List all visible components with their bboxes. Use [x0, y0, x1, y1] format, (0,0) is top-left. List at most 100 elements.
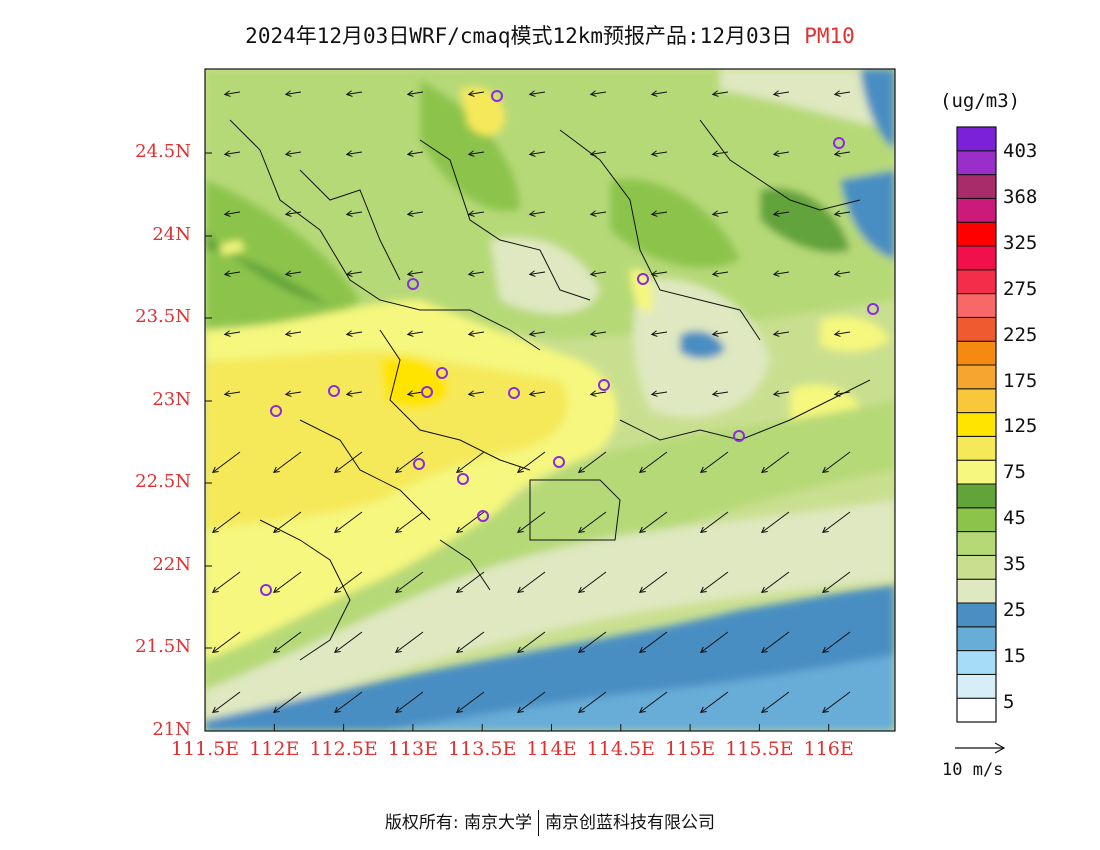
wind-arrow-icon — [223, 270, 241, 277]
wind-reference-arrow-icon — [955, 742, 1006, 754]
y-tick-label: 23.5N — [135, 306, 191, 327]
legend-swatch — [956, 340, 997, 366]
wind-arrow-icon — [345, 390, 363, 397]
wind-arrow-icon — [699, 451, 729, 474]
copyright-label: 版权所有: 南京大学 — [384, 813, 533, 833]
wind-arrow-icon — [833, 390, 851, 397]
wind-arrow-icon — [589, 270, 607, 277]
x-tick-label: 115E — [665, 738, 716, 760]
wind-arrow-icon — [467, 150, 485, 157]
legend-swatch — [956, 459, 997, 485]
wind-arrow-icon — [284, 390, 302, 397]
wind-arrow-icon — [589, 210, 607, 217]
circle-marker-icon — [637, 273, 649, 285]
legend-label: 5 — [1003, 690, 1015, 713]
y-tick-label: 23N — [152, 389, 191, 410]
wind-arrow-icon — [394, 451, 424, 474]
circle-marker-icon — [553, 456, 565, 468]
legend-colorbar — [956, 126, 997, 723]
legend-swatch — [956, 150, 997, 176]
x-tick-label: 112.5E — [309, 738, 378, 760]
legend-swatch — [956, 245, 997, 271]
wind-arrow-icon — [772, 150, 790, 157]
legend-label: 15 — [1003, 644, 1026, 667]
wind-arrow-icon — [760, 511, 790, 534]
y-tick-label: 24N — [152, 224, 191, 245]
legend-swatch — [956, 412, 997, 437]
circle-marker-icon — [477, 510, 489, 522]
wind-arrow-icon — [455, 691, 485, 714]
legend-label: 25 — [1003, 599, 1026, 621]
wind-arrow-icon — [699, 691, 729, 714]
wind-arrow-icon — [760, 691, 790, 714]
legend-swatch — [956, 197, 997, 223]
wind-arrow-icon — [394, 571, 424, 594]
wind-arrow-icon — [223, 150, 241, 157]
circle-marker-icon — [867, 303, 879, 315]
wind-arrow-icon — [711, 210, 729, 217]
map-title: 2024年12月03日WRF/cmaq模式12km预报产品:12月03日 PM10 — [0, 20, 1100, 50]
legend-unit: (ug/m3) — [940, 90, 1021, 112]
wind-arrow-icon — [711, 270, 729, 277]
wind-arrow-icon — [406, 150, 424, 157]
wind-arrow-icon — [394, 631, 424, 654]
wind-arrow-icon — [821, 691, 851, 714]
wind-arrow-icon — [467, 90, 485, 97]
wind-arrow-icon — [333, 451, 363, 474]
wind-arrow-icon — [345, 270, 363, 277]
wind-arrow-icon — [406, 90, 424, 97]
wind-arrow-icon — [211, 451, 241, 474]
footer: 版权所有: 南京大学 南京创蓝科技有限公司 — [0, 808, 1100, 836]
y-tick-label: 22N — [152, 554, 191, 575]
wind-arrow-icon — [223, 90, 241, 97]
legend-label: 35 — [1003, 553, 1026, 576]
wind-arrow-icon — [272, 511, 302, 534]
legend-swatch — [956, 126, 997, 152]
wind-arrow-icon — [821, 631, 851, 654]
wind-arrow-icon — [272, 571, 302, 594]
legend-swatch — [956, 364, 997, 390]
wind-arrow-icon — [211, 511, 241, 534]
wind-arrow-icon — [760, 451, 790, 474]
legend-swatch — [956, 673, 997, 699]
wind-arrow-icon — [516, 691, 546, 714]
wind-arrow-icon — [577, 691, 607, 714]
wind-arrow-icon — [650, 270, 668, 277]
wind-arrow-icon — [833, 330, 851, 337]
wind-arrow-icon — [528, 150, 546, 157]
wind-arrow-icon — [711, 330, 729, 337]
legend-swatch — [956, 483, 997, 509]
wind-arrow-icon — [455, 511, 485, 534]
title-pollutant: PM10 — [804, 24, 855, 48]
wind-arrow-icon — [589, 150, 607, 157]
wind-arrow-icon — [211, 571, 241, 594]
wind-arrow-icon — [394, 691, 424, 714]
wind-arrow-icon — [345, 210, 363, 217]
circle-marker-icon — [457, 473, 469, 485]
wind-arrow-icon — [589, 330, 607, 337]
wind-arrow-icon — [577, 451, 607, 474]
wind-arrow-icon — [284, 90, 302, 97]
wind-arrow-icon — [638, 631, 668, 654]
wind-arrow-icon — [406, 210, 424, 217]
wind-arrow-icon — [516, 571, 546, 594]
wind-arrow-icon — [650, 150, 668, 157]
x-tick-label: 115.5E — [725, 738, 794, 760]
legend-swatch — [956, 650, 997, 675]
wind-arrow-icon — [772, 210, 790, 217]
wind-arrow-icon — [772, 90, 790, 97]
wind-arrow-icon — [528, 90, 546, 97]
wind-arrow-icon — [833, 270, 851, 277]
wind-arrow-icon — [211, 631, 241, 654]
legend-label: 368 — [1003, 185, 1038, 208]
wind-arrow-icon — [833, 150, 851, 157]
legend-label: 45 — [1003, 507, 1026, 530]
wind-arrow-icon — [345, 330, 363, 337]
legend-swatch — [956, 578, 997, 604]
wind-arrow-icon — [821, 511, 851, 534]
legend-swatch — [956, 626, 997, 652]
wind-arrow-icon — [223, 210, 241, 217]
wind-arrow-icon — [284, 150, 302, 157]
x-tick-label: 116E — [803, 738, 854, 760]
legend-swatch — [956, 316, 997, 342]
